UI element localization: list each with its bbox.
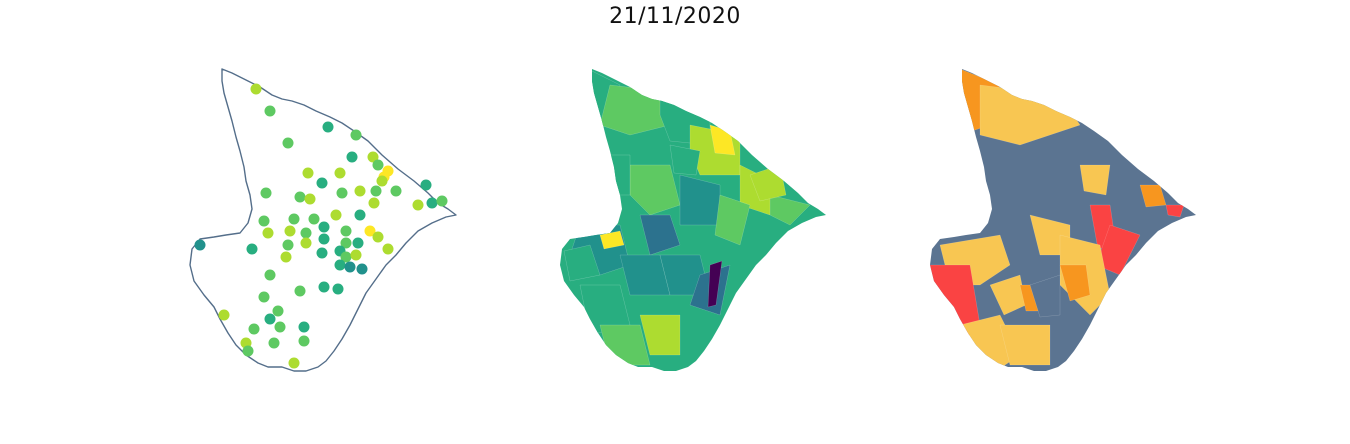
state-outline <box>189 68 457 372</box>
city-point <box>420 179 432 191</box>
city-point <box>344 261 356 273</box>
city-point <box>330 209 342 221</box>
municipality-region <box>599 84 671 136</box>
city-point <box>322 121 334 133</box>
municipality-region <box>707 260 723 308</box>
city-point <box>340 237 352 249</box>
city-point <box>318 233 330 245</box>
map-panel-risk <box>930 69 1196 371</box>
risk-region <box>1059 264 1091 302</box>
city-point <box>288 213 300 225</box>
city-point <box>372 159 384 171</box>
city-point <box>354 185 366 197</box>
city-point <box>260 187 272 199</box>
city-point <box>242 345 254 357</box>
risk-region <box>1079 164 1111 196</box>
city-point <box>334 167 346 179</box>
city-point <box>258 215 270 227</box>
city-point <box>264 269 276 281</box>
city-point <box>318 221 330 233</box>
municipality-region <box>769 194 811 226</box>
city-point <box>356 263 368 275</box>
city-point <box>288 357 300 369</box>
city-point <box>308 213 320 225</box>
city-point <box>280 251 292 263</box>
city-point <box>258 291 270 303</box>
city-point <box>298 321 310 333</box>
city-point <box>390 185 402 197</box>
municipality-region <box>563 244 601 282</box>
city-point <box>316 247 328 259</box>
city-point <box>284 225 296 237</box>
city-point <box>298 335 310 347</box>
city-point <box>194 239 206 251</box>
map-panel-choropleth <box>560 69 826 371</box>
city-point <box>426 197 438 209</box>
city-point <box>282 239 294 251</box>
city-point <box>264 313 276 325</box>
city-point <box>262 227 274 239</box>
risk-region <box>999 324 1051 366</box>
municipality-region <box>599 154 631 196</box>
municipality-region <box>639 214 681 256</box>
city-point <box>350 249 362 261</box>
city-point <box>246 243 258 255</box>
city-point <box>332 283 344 295</box>
city-point <box>318 281 330 293</box>
city-point <box>368 197 380 209</box>
municipality-region <box>714 194 751 246</box>
points-layer <box>194 83 448 369</box>
city-point <box>354 209 366 221</box>
city-point <box>340 225 352 237</box>
city-point <box>350 129 362 141</box>
city-point <box>304 193 316 205</box>
city-point <box>364 225 376 237</box>
municipality-region <box>599 230 625 250</box>
city-point <box>294 191 306 203</box>
risk-region <box>1029 274 1061 318</box>
map-panel-points <box>189 68 457 372</box>
city-point <box>340 251 352 263</box>
city-point <box>436 195 448 207</box>
city-point <box>294 285 306 297</box>
city-point <box>376 175 388 187</box>
city-point <box>336 187 348 199</box>
city-point <box>268 337 280 349</box>
city-point <box>352 237 364 249</box>
municipality-region <box>669 144 701 176</box>
city-point <box>412 199 424 211</box>
city-point <box>372 231 384 243</box>
city-point <box>218 309 230 321</box>
city-point <box>250 83 262 95</box>
city-point <box>302 167 314 179</box>
city-point <box>370 185 382 197</box>
city-point <box>300 237 312 249</box>
city-point <box>367 151 379 163</box>
figure-title: 21/11/2020 <box>609 4 741 29</box>
city-point <box>334 259 346 271</box>
city-point <box>300 227 312 239</box>
risk-region <box>1165 204 1185 218</box>
city-point <box>382 243 394 255</box>
city-point <box>274 321 286 333</box>
city-point <box>346 151 358 163</box>
city-point <box>248 323 260 335</box>
city-point <box>316 177 328 189</box>
city-point <box>272 305 284 317</box>
municipality-region <box>639 314 681 356</box>
city-point <box>264 105 276 117</box>
city-point <box>282 137 294 149</box>
